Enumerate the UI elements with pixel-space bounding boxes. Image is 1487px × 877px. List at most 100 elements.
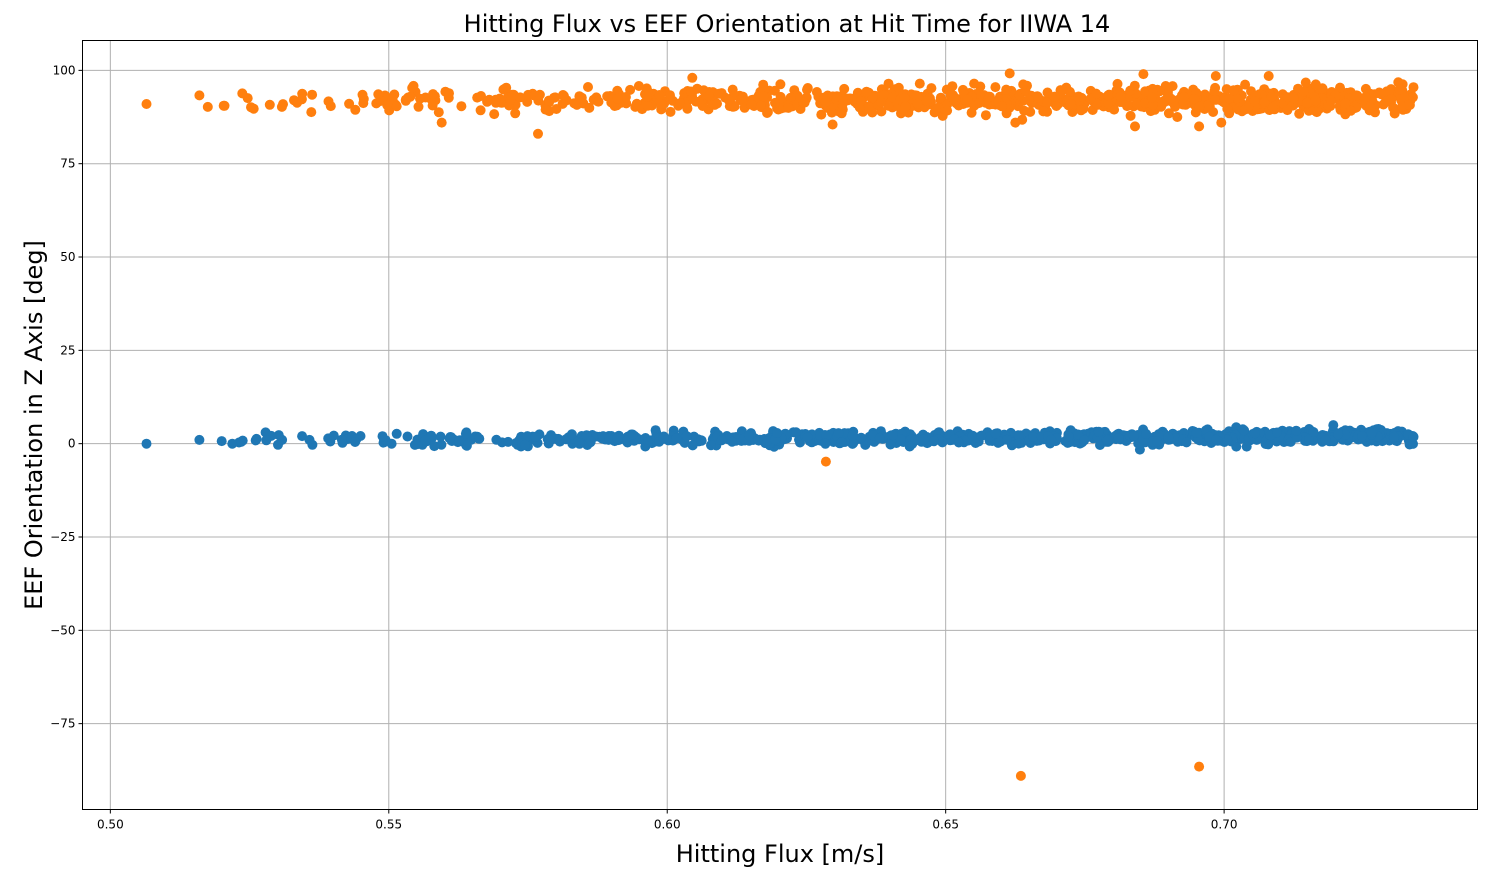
scatter-point: [1335, 82, 1345, 93]
scatter-point: [926, 83, 937, 94]
scatter-point: [474, 433, 485, 444]
y-tick-label: 100: [53, 63, 76, 77]
scatter-point: [273, 430, 284, 441]
scatter-point: [1046, 434, 1057, 445]
scatter-point: [402, 431, 413, 442]
scatter-point: [454, 435, 465, 446]
scatter-point: [1291, 425, 1302, 436]
scatter-point: [612, 85, 623, 96]
scatter-point: [856, 432, 867, 443]
scatter-point: [489, 109, 500, 120]
y-tick-label: −25: [50, 530, 75, 544]
scatter-point: [1125, 110, 1136, 121]
scatter-point: [802, 432, 813, 443]
scatter-point: [769, 85, 780, 96]
scatter-point: [1394, 84, 1405, 95]
scatter-point: [887, 92, 898, 103]
scatter-point: [1300, 77, 1311, 88]
scatter-point: [685, 86, 696, 97]
scatter-point: [1202, 100, 1213, 111]
scatter-point: [323, 96, 334, 107]
scatter-point: [296, 94, 307, 105]
scatter-point: [1063, 431, 1074, 442]
scatter-point: [816, 109, 827, 120]
scatter-point: [874, 433, 885, 444]
scatter-point: [836, 108, 847, 119]
scatter-point: [1302, 98, 1313, 108]
x-tick-label: 0.65: [932, 818, 959, 832]
scatter-point: [571, 99, 582, 110]
scatter-point: [1165, 93, 1176, 104]
scatter-point: [515, 92, 526, 103]
scatter-point: [836, 437, 847, 448]
scatter-point: [687, 72, 698, 83]
scatter-point: [246, 102, 256, 113]
scatter-point: [373, 89, 384, 100]
scatter-point: [1365, 102, 1376, 113]
scatter-point: [251, 433, 262, 444]
scatter-point: [1157, 98, 1168, 109]
scatter-point: [350, 437, 361, 447]
scatter-point: [947, 81, 958, 92]
scatter-point: [729, 101, 740, 112]
scatter-point: [863, 101, 874, 112]
scatter-point: [885, 439, 896, 450]
scatter-point: [533, 128, 543, 139]
scatter-point: [534, 89, 545, 100]
scatter-point: [984, 91, 995, 102]
scatter-point: [428, 89, 438, 100]
scatter-point: [357, 89, 368, 100]
scatter-point: [405, 91, 416, 102]
scatter-point: [876, 97, 887, 108]
x-tick-label: 0.70: [1211, 818, 1238, 832]
scatter-point: [1102, 435, 1113, 446]
scatter-point: [475, 105, 486, 116]
scatter-point: [1028, 431, 1039, 442]
scatter-point: [1194, 761, 1205, 772]
scatter-point: [261, 435, 272, 446]
scatter-point: [833, 428, 844, 439]
scatter-point: [798, 97, 809, 108]
scatter-point: [641, 91, 652, 102]
scatter-point: [665, 90, 675, 101]
scatter-point: [612, 93, 623, 104]
y-tick-label: 0: [68, 437, 76, 451]
scatter-point: [1288, 93, 1299, 103]
scatter-point: [1241, 441, 1252, 452]
scatter-point: [820, 456, 831, 467]
scatter-point: [382, 100, 393, 111]
scatter-point: [1113, 433, 1124, 444]
scatter-point: [1132, 98, 1142, 109]
scatter-point: [1366, 427, 1377, 438]
scatter-point: [1263, 71, 1274, 81]
scatter-point: [1320, 435, 1331, 446]
scatter-point: [921, 96, 932, 106]
scatter-point: [278, 99, 288, 110]
scatter-point: [436, 117, 447, 128]
scatter-point: [407, 82, 418, 93]
scatter-point: [682, 102, 693, 113]
scatter-point: [306, 107, 317, 118]
scatter-point: [1141, 429, 1152, 439]
scatter-point: [904, 441, 915, 452]
series-0: [141, 420, 1419, 455]
scatter-point: [1408, 431, 1419, 442]
scatter-point: [413, 101, 424, 112]
scatter-point: [1115, 91, 1126, 102]
scatter-point: [1298, 86, 1309, 97]
scatter-point: [194, 434, 205, 445]
scatter-point: [914, 78, 925, 89]
scatter-point: [980, 110, 991, 121]
scatter-point: [482, 96, 493, 107]
scatter-point: [899, 92, 910, 103]
scatter-point: [1272, 427, 1282, 438]
scatter-point: [1147, 99, 1158, 110]
scatter-point: [712, 98, 722, 109]
scatter-point: [530, 431, 541, 442]
scatter-point: [510, 108, 521, 119]
scatter-point: [202, 101, 213, 112]
scatter-point: [344, 98, 355, 109]
scatter-point: [1360, 92, 1371, 103]
scatter-point: [1147, 92, 1157, 103]
